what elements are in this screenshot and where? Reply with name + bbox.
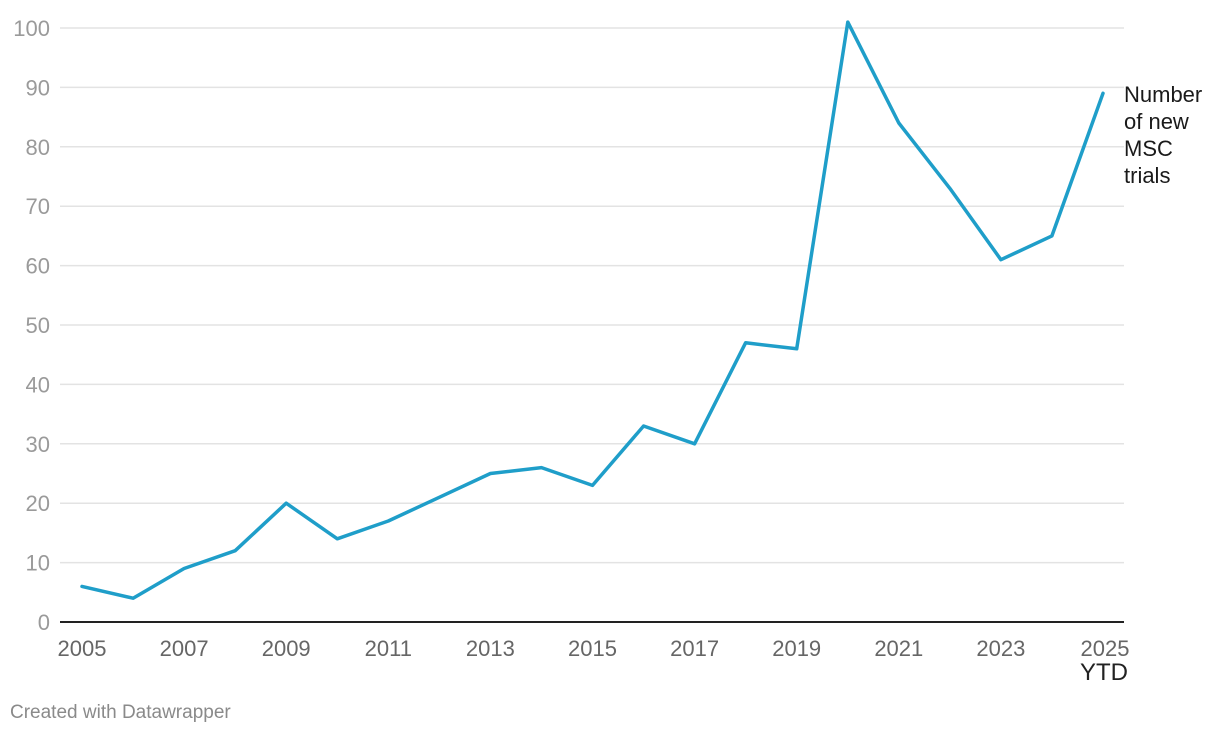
x-tick-label-2021: 2021 xyxy=(874,636,923,661)
series-group xyxy=(80,20,1105,600)
x-tick-label-2023: 2023 xyxy=(976,636,1025,661)
y-tick-label-30: 30 xyxy=(26,432,50,457)
x-tick-label-2025: 2025 xyxy=(1081,636,1130,661)
y-tick-label-60: 60 xyxy=(26,254,50,279)
y-tick-label-10: 10 xyxy=(26,551,50,576)
y-tick-label-70: 70 xyxy=(26,194,50,219)
x-tick-label-2005: 2005 xyxy=(58,636,107,661)
x-tick-label-2011: 2011 xyxy=(365,636,412,661)
x-tick-label-2013: 2013 xyxy=(466,636,515,661)
x-tick-label-2015: 2015 xyxy=(568,636,617,661)
y-tick-label-90: 90 xyxy=(26,75,50,100)
x-tick-sub-label: YTD xyxy=(1080,659,1128,686)
y-tick-label-20: 20 xyxy=(26,491,50,516)
y-tick-label-100: 100 xyxy=(13,16,50,41)
y-axis-ticks: 0 10 20 30 40 50 60 70 80 90 100 xyxy=(13,16,50,635)
y-tick-label-0: 0 xyxy=(38,610,50,635)
series-label: Number of new MSC trials xyxy=(1124,82,1202,188)
x-tick-label-2019: 2019 xyxy=(772,636,821,661)
gridlines xyxy=(60,27,1124,564)
x-tick-label-2009: 2009 xyxy=(262,636,311,661)
x-axis-ticks: 2005 2007 2009 2011 2013 2015 2017 2019 2021 2023… xyxy=(58,636,1130,686)
series-line-0 xyxy=(80,20,1105,600)
y-tick-label-80: 80 xyxy=(26,135,50,160)
y-tick-label-40: 40 xyxy=(26,372,50,397)
credit-text: Created with Datawrapper xyxy=(10,702,231,723)
series-label-text: Number of new MSC trials xyxy=(1124,82,1202,188)
x-tick-label-2007: 2007 xyxy=(160,636,209,661)
x-tick-label-2017: 2017 xyxy=(670,636,719,661)
y-tick-label-50: 50 xyxy=(26,313,50,338)
